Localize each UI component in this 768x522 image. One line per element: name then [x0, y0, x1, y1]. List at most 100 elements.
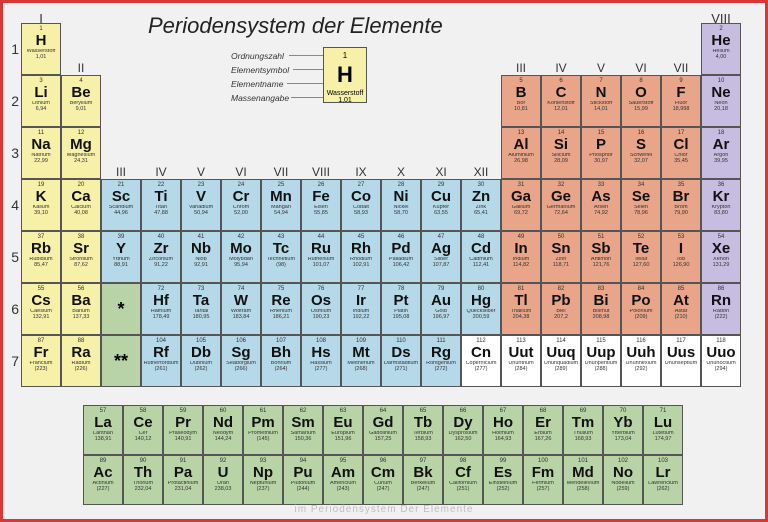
element-mass: (261): [142, 367, 180, 373]
element-mass: (257): [524, 487, 562, 493]
element-sym: Md: [564, 465, 602, 480]
element-Fe: 26FeEisen55,85: [301, 179, 341, 231]
element-mass: 22,99: [22, 159, 60, 165]
element-Be: 4BeBeryllium9,01: [61, 75, 101, 127]
element-Kr: 36KrKrypton83,80: [701, 179, 741, 231]
element-mass: 102,91: [342, 263, 380, 269]
element-sym: Rb: [22, 241, 60, 256]
group-label-III: III: [501, 61, 541, 75]
element-sym: Os: [302, 293, 340, 308]
element-mass: (271): [382, 367, 420, 373]
element-mass: 52,00: [222, 211, 260, 217]
element-sym: Ba: [62, 293, 100, 308]
element-Dy: 66DyDysprosium162,50: [443, 405, 483, 455]
element-sym: K: [22, 189, 60, 204]
element-sym: Dy: [444, 415, 482, 430]
element-F: 9FFluor18,998: [661, 75, 701, 127]
element-sym: Sg: [222, 345, 260, 360]
element-sym: Hg: [462, 293, 500, 308]
element-Pa: 91PaProtactinium231,04: [163, 455, 203, 505]
element-sym: Kr: [702, 189, 740, 204]
element-mass: 121,76: [582, 263, 620, 269]
element-sym: Si: [542, 137, 580, 152]
element-sym: Pb: [542, 293, 580, 308]
element-sym: Ag: [422, 241, 460, 256]
element-sym: I: [662, 241, 700, 256]
element-sym: Tl: [502, 293, 540, 308]
element-Br: 35BrBrom79,90: [661, 179, 701, 231]
element-sym: Fr: [22, 345, 60, 360]
element-Pr: 59PrPraseodym140,91: [163, 405, 203, 455]
element-Pu: 94PuPlutonium(244): [283, 455, 323, 505]
element-mass: 127,60: [622, 263, 660, 269]
element-Am: 95AmAmericium(243): [323, 455, 363, 505]
element-sym: Lu: [644, 415, 682, 430]
element-mass: 28,09: [542, 159, 580, 165]
element-mass: (268): [342, 367, 380, 373]
element-Xe: 54XeXenon131,29: [701, 231, 741, 283]
element-sym: Ho: [484, 415, 522, 430]
element-mass: 107,87: [422, 263, 460, 269]
element-mass: (258): [564, 487, 602, 493]
element-mass: 26,98: [502, 159, 540, 165]
element-mass: (259): [604, 487, 642, 493]
element-K: 19KKalium39,10: [21, 179, 61, 231]
element-mass: 131,29: [702, 263, 740, 269]
element-O: 8OSauerstoff15,99: [621, 75, 661, 127]
element-Tm: 69TmThulium168,93: [563, 405, 603, 455]
element-mass: 180,95: [182, 315, 220, 321]
element-N: 7NStickstoff14,01: [581, 75, 621, 127]
subgroup-label-III: III: [101, 165, 141, 179]
element-mass: (226): [62, 367, 100, 373]
element-sym: Tm: [564, 415, 602, 430]
element-Hs: 108HsHassium(277): [301, 335, 341, 387]
element-Ni: 28NiNickel58,70: [381, 179, 421, 231]
element-Uut: 113UutUnuntrium(284): [501, 335, 541, 387]
element-mass: (222): [702, 315, 740, 321]
element-mass: 39,95: [702, 159, 740, 165]
element-mass: 162,50: [444, 437, 482, 443]
element-sym: Uus: [662, 345, 700, 360]
element-Pd: 46PdPalladium106,42: [381, 231, 421, 283]
element-sym: U: [204, 465, 242, 480]
element-sym: Th: [124, 465, 162, 480]
element-mass: 168,93: [564, 437, 602, 443]
element-Yb: 70YbYtterbium173,04: [603, 405, 643, 455]
element-Al: 13AlAluminium26,98: [501, 127, 541, 179]
element-sym: Uuh: [622, 345, 660, 360]
element-mass: 35,45: [662, 159, 700, 165]
element-sym: Br: [662, 189, 700, 204]
element-sym: Pm: [244, 415, 282, 430]
element-Db: 105DbDubnium(262): [181, 335, 221, 387]
element-mass: 126,90: [662, 263, 700, 269]
element-mass: (277): [302, 367, 340, 373]
element-sym: Be: [62, 85, 100, 100]
element-mass: 164,93: [484, 437, 522, 443]
element-sym: Xe: [702, 241, 740, 256]
element-Uuo: 118UuoUnunoctium(294): [701, 335, 741, 387]
element-mass: 140,12: [124, 437, 162, 443]
subgroup-label-VIII: VIII: [301, 165, 341, 179]
element-sym: Am: [324, 465, 362, 480]
element-mass: 79,90: [662, 211, 700, 217]
element-Zr: 40ZrZirconium91,22: [141, 231, 181, 283]
element-Sc: 21ScScandium44,96: [101, 179, 141, 231]
element-sym: Cs: [22, 293, 60, 308]
element-mass: 83,80: [702, 211, 740, 217]
element-mass: 192,22: [342, 315, 380, 321]
element-sym: Lr: [644, 465, 682, 480]
element-mass: (243): [324, 487, 362, 493]
element-mass: 232,04: [124, 487, 162, 493]
element-Cd: 48CdCadmium112,41: [461, 231, 501, 283]
element-sym: Ca: [62, 189, 100, 204]
element-Ba: 56BaBarium137,33: [61, 283, 101, 335]
element-I: 53IIod126,90: [661, 231, 701, 283]
element-sym: Cf: [444, 465, 482, 480]
watermark: im Periodensystem Der Elemente: [295, 504, 474, 515]
element-Uus: 117UusUnunseptium: [661, 335, 701, 387]
element-mass: 54,94: [262, 211, 300, 217]
element-mass: (262): [644, 487, 682, 493]
element-Cf: 98CfCalifornium(251): [443, 455, 483, 505]
element-sym: Pd: [382, 241, 420, 256]
element-mass: (289): [542, 367, 580, 373]
